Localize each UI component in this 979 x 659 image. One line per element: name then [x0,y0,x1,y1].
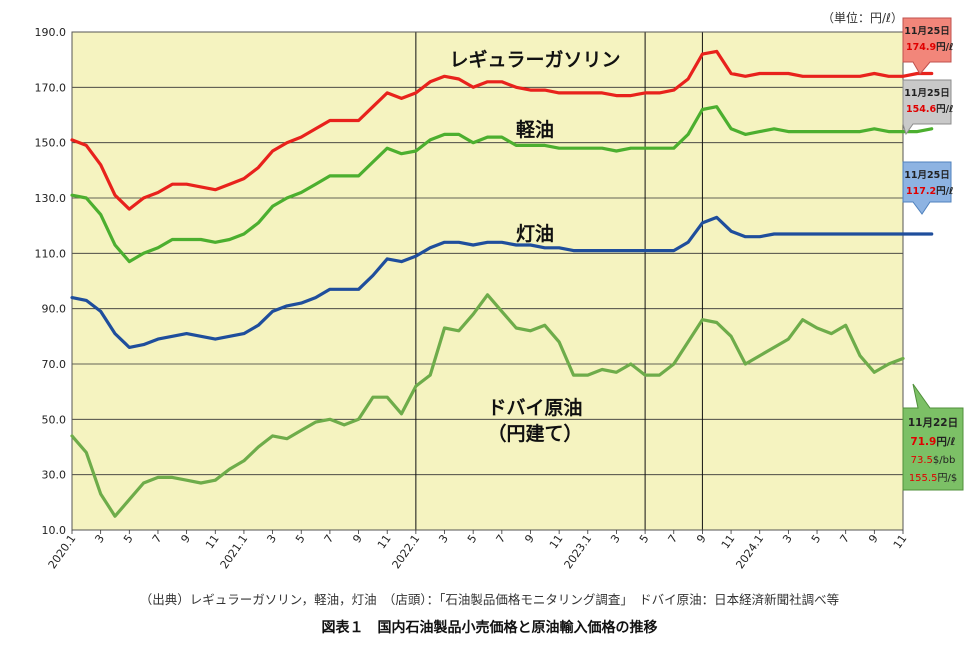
x-tick-label: 9 [350,532,365,545]
x-tick-label: 9 [866,532,881,545]
x-tick-label: 9 [522,532,537,545]
x-tick-label: 11 [891,532,910,551]
y-tick-label: 90.0 [42,303,67,316]
period-divider-lines [415,32,703,530]
callout-dubai-fx-unit: 円/$ [937,473,957,484]
x-tick-label: 3 [92,532,107,545]
callout-dubai-fx-value: 155.5 [909,473,938,484]
series-line-2 [70,215,934,349]
x-tick-label: 7 [150,532,165,545]
callout-kerosene-date: 11月25日 [904,170,949,181]
callout-dubai-unit: 円/ℓ [936,436,955,448]
x-tick-label: 2020.1 [46,532,79,571]
unit-label: （単位：円/ℓ） [822,10,903,25]
x-tick-label: 11 [547,532,566,551]
y-axis: 10.0 30.0 50.0 70.0 90.0 110.0 130.0 150.0 170.0… [35,26,67,537]
x-tick-label: 5 [809,532,824,545]
x-tick-label: 7 [837,532,852,545]
x-tick-label: 2022.1 [390,532,423,571]
callout-dubai-usd-unit: $/bb [933,455,955,466]
callout-dubai-value: 71.9 [910,436,936,448]
y-tick-label: 50.0 [42,413,67,426]
x-tick-label: 5 [637,532,652,545]
plot-frame [71,31,904,531]
callout-gasoline-date: 11月25日 [904,26,949,37]
svg-text:73.5$/bb: 73.5$/bb [911,455,956,466]
series-label-gasoline: レギュラーガソリン [449,49,620,71]
y-tick-label: 10.0 [42,524,67,537]
x-tick-label: 7 [494,532,509,545]
x-tick-label: 7 [322,532,337,545]
x-tick-label: 5 [293,532,308,545]
svg-text:154.6円/ℓ: 154.6円/ℓ [906,104,954,115]
series-label-dubai-yen: （円建て） [487,422,582,445]
callout-kerosene-value: 117.2 [906,186,936,197]
series-label-diesel: 軽油 [516,119,554,141]
callout-diesel: 11月25日 154.6円/ℓ [902,79,954,136]
series-line-1 [70,105,934,264]
x-tick-label: 5 [465,532,480,545]
callout-dubai: 11月22日 71.9円/ℓ 73.5$/bb 155.5円/$ [902,383,964,491]
source-note: （出典）レギュラーガソリン，軽油，灯油 （店頭）：「石油製品価格モニタリング調査… [139,592,840,607]
series-label-dubai: ドバイ原油 [487,397,582,419]
x-tick-label: 3 [264,532,279,545]
x-tick-label: 2023.1 [562,532,595,571]
x-tick-label: 3 [436,532,451,545]
x-tick-label: 3 [608,532,623,545]
figure-title: 図表１ 国内石油製品小売価格と原油輸入価格の推移 [321,620,658,636]
plot-area [72,32,903,530]
svg-text:71.9円/ℓ: 71.9円/ℓ [910,436,955,448]
x-tick-label: 7 [666,532,681,545]
callout-dubai-usd-value: 73.5 [911,455,933,466]
series-line-3 [70,293,905,518]
y-tick-label: 170.0 [35,81,67,94]
y-tick-label: 190.0 [35,26,67,39]
svg-text:174.9円/ℓ: 174.9円/ℓ [906,42,954,53]
y-tick-label: 130.0 [35,192,67,205]
x-tick-label: 11 [719,532,738,551]
x-tick-label: 2021.1 [218,532,251,571]
price-line-chart: 10.0 30.0 50.0 70.0 90.0 110.0 130.0 150.0 170.0… [35,10,964,571]
y-tick-label: 30.0 [42,469,67,482]
x-tick-label: 5 [121,532,136,545]
callout-kerosene-unit: 円/ℓ [936,186,953,197]
x-tick-label: 9 [178,532,193,545]
x-tick-label: 11 [375,532,394,551]
callout-diesel-date: 11月25日 [904,88,949,99]
callout-diesel-unit: 円/ℓ [936,104,953,115]
callout-diesel-value: 154.6 [906,104,936,115]
svg-text:155.5円/$: 155.5円/$ [909,473,957,484]
callout-gasoline: 11月25日 174.9円/ℓ [902,17,954,75]
callout-dubai-date: 11月22日 [908,417,958,429]
series-line-0 [70,49,934,211]
series-label-kerosene: 灯油 [516,223,554,245]
y-tick-label: 70.0 [42,358,67,371]
x-tick-label: 11 [203,532,222,551]
svg-text:117.2円/ℓ: 117.2円/ℓ [906,186,954,197]
series-lines [70,49,934,518]
x-tick-label: 9 [694,532,709,545]
x-tick-label: 2024.1 [733,532,766,571]
y-tick-label: 150.0 [35,137,67,150]
x-tick-label: 3 [780,532,795,545]
callout-gasoline-unit: 円/ℓ [936,42,953,53]
callout-kerosene: 11月25日 117.2円/ℓ [902,161,954,215]
callout-gasoline-value: 174.9 [906,42,936,53]
y-tick-label: 110.0 [35,247,67,260]
